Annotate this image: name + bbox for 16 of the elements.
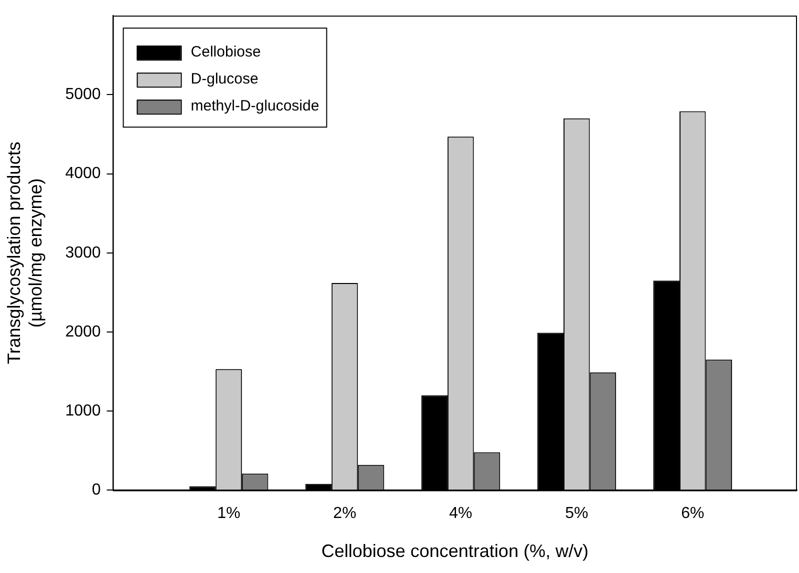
x-tick-label: 6% [681, 505, 704, 522]
x-tick-label: 2% [333, 505, 356, 522]
y-tick-label: 0 [92, 482, 101, 499]
x-tick-label: 4% [449, 505, 472, 522]
y-tick-label: 4000 [65, 165, 101, 182]
y-tick-label: 1000 [65, 402, 101, 420]
legend-label: D-glucose [190, 70, 258, 88]
y-tick-label: 2000 [65, 323, 101, 340]
x-axis-title: Cellobiose concentration (%, w/v) [321, 541, 588, 562]
y-tick-label: 3000 [65, 244, 101, 262]
legend-label: Cellobiose [190, 44, 261, 61]
x-tick-label: 1% [217, 505, 240, 522]
y-tick-label: 5000 [65, 86, 101, 104]
legend-label: methyl-D-glucoside [190, 98, 320, 115]
x-tick-label: 5% [565, 505, 588, 522]
y-axis-title: Transglycosylation products (µmol/mg enzyme) [4, 142, 46, 364]
